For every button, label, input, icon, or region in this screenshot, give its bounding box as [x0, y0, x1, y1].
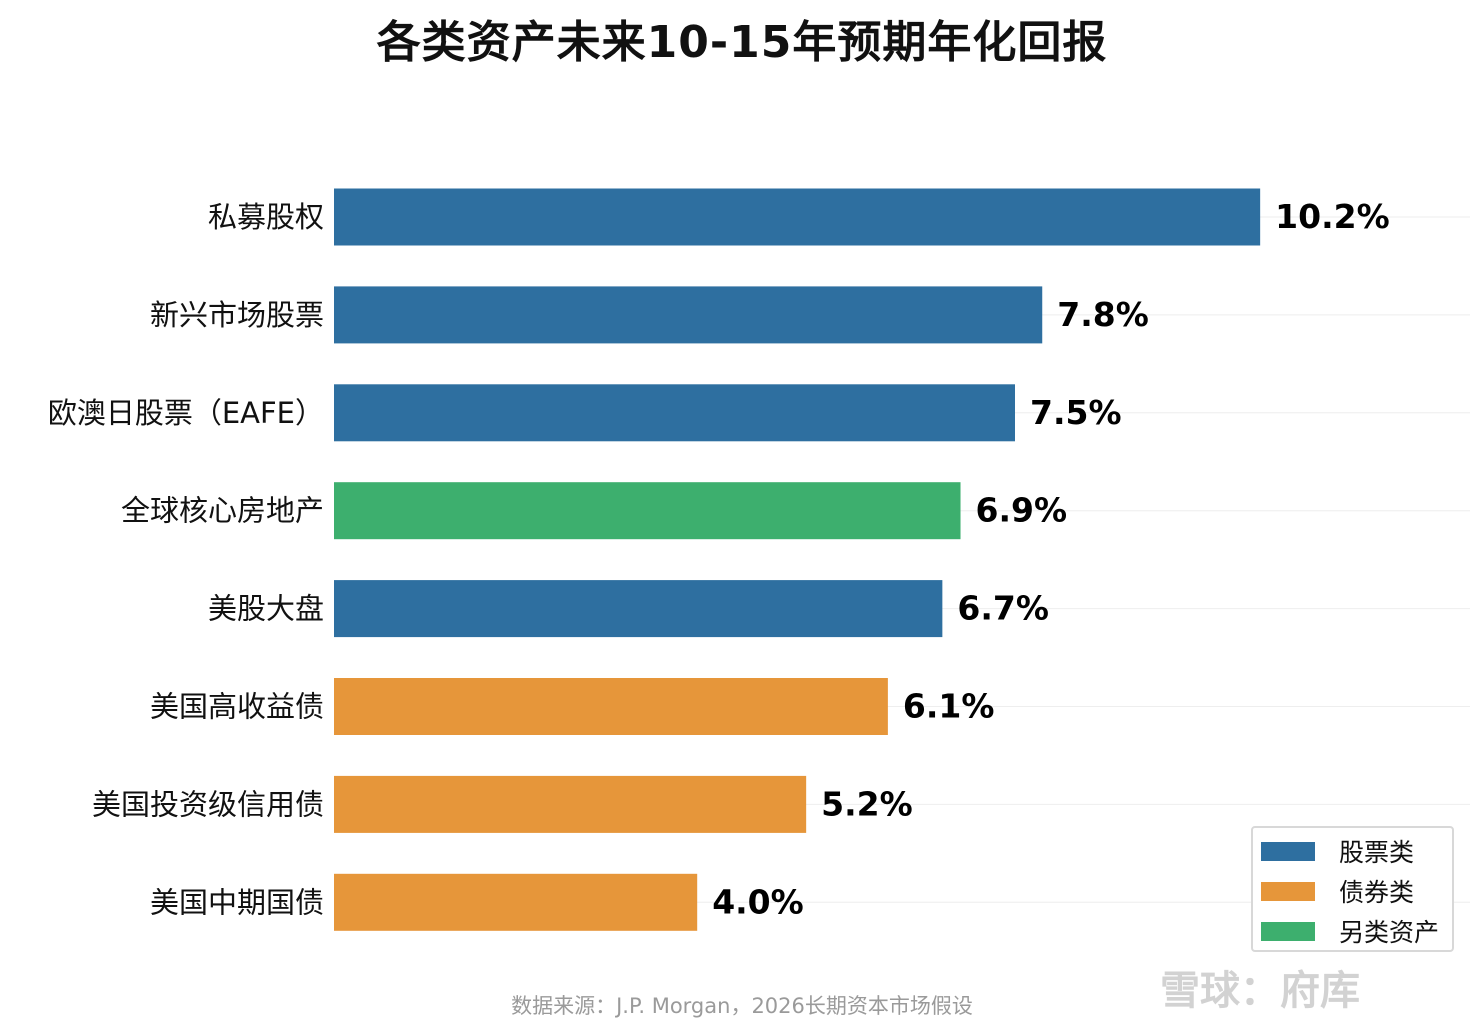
bar-2 — [334, 286, 1043, 344]
bar-6 — [334, 678, 888, 735]
legend-swatch-alternatives — [1261, 921, 1315, 941]
legend-item-alternatives: 另类资产 — [1261, 916, 1440, 947]
labels: 私募股权 10.2% 新兴市场股票 7.8% 欧澳日股票（EAFE） 7.5% 全球核心房地… — [48, 197, 1390, 921]
bar-3 — [334, 384, 1015, 442]
legend-item-equity: 股票类 — [1261, 836, 1415, 867]
value-label: 6.1% — [903, 687, 995, 726]
bar-4 — [334, 482, 961, 540]
value-label: 4.0% — [712, 882, 804, 921]
category-label: 私募股权 — [208, 200, 324, 234]
bars — [334, 188, 1261, 931]
legend-swatch-equity — [1261, 841, 1315, 861]
watermark: 雪球：府库 — [1160, 968, 1360, 1014]
legend-item-bonds: 债券类 — [1261, 876, 1415, 907]
category-label: 美股大盘 — [208, 592, 324, 626]
bar-7 — [334, 775, 807, 833]
bar-1 — [334, 188, 1261, 246]
value-label: 7.5% — [1030, 393, 1122, 432]
legend-label-equity: 股票类 — [1339, 838, 1415, 867]
legend-label-alternatives: 另类资产 — [1339, 918, 1440, 947]
source-note: 数据来源：J.P. Morgan，2026长期资本市场假设 — [511, 994, 973, 1018]
category-label: 美国投资级信用债 — [92, 787, 324, 821]
value-label: 6.7% — [957, 589, 1049, 628]
value-label: 5.2% — [821, 784, 913, 823]
category-label: 美国高收益债 — [150, 690, 324, 724]
value-label: 7.8% — [1057, 295, 1149, 334]
legend-label-bonds: 债券类 — [1339, 878, 1415, 907]
category-label: 新兴市场股票 — [150, 298, 324, 332]
category-label: 美国中期国债 — [150, 885, 324, 919]
bar-5 — [334, 580, 943, 638]
category-label: 全球核心房地产 — [121, 494, 324, 528]
legend: 股票类 债券类 另类资产 — [1251, 826, 1454, 952]
value-label: 10.2% — [1275, 197, 1390, 236]
bar-8 — [334, 873, 698, 931]
category-label: 欧澳日股票（EAFE） — [48, 396, 324, 430]
legend-swatch-bonds — [1261, 881, 1315, 901]
value-label: 6.9% — [976, 491, 1068, 530]
chart-title: 各类资产未来10-15年预期年化回报 — [376, 17, 1108, 68]
